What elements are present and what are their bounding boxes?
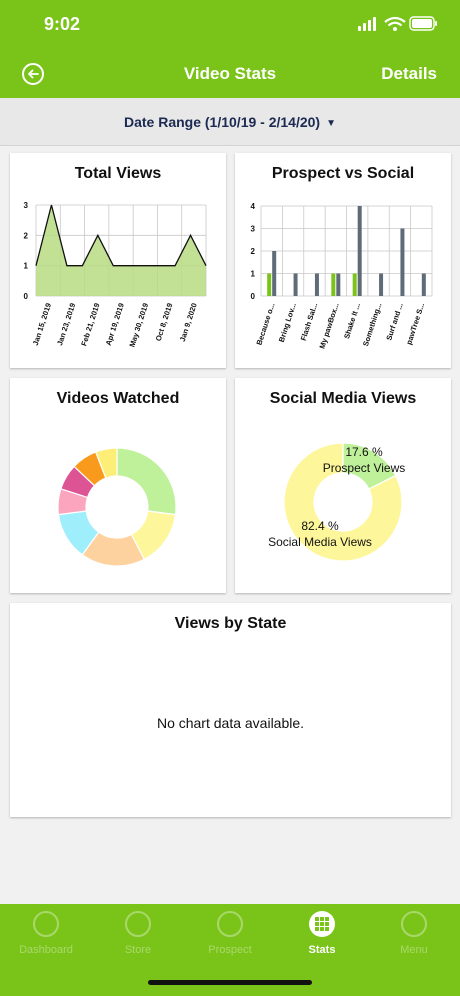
back-button[interactable] [22, 63, 44, 85]
bar [357, 206, 362, 296]
prospect-vs-social-chart: 0 1 2 3 4 Because o... Bring Lov... Flash Sal..… [251, 202, 433, 350]
tab-dashboard[interactable]: Dashboard [0, 904, 92, 996]
tab-bar: Dashboard Store Prospect Stats Menu [0, 904, 460, 996]
card-title: Prospect vs Social [271, 165, 415, 182]
total-views-chart: 0 1 2 3 Jan 15, 2019 Jan 23, 2019 Feb 21, 2019… [24, 201, 207, 348]
prospect-vs-social-card[interactable]: Prospect vs Social 0 1 2 3 4 Because o... Brin… [235, 153, 451, 368]
series-line [35, 204, 207, 267]
page-title: Video Stats [183, 64, 277, 83]
store-icon [125, 911, 151, 937]
y-tick-label: 2 [251, 247, 256, 256]
bar [331, 273, 336, 296]
card-title: Social Media Views [269, 390, 417, 407]
stats-grid-icon [309, 911, 335, 937]
bar [293, 273, 298, 296]
x-tick-label: Jan 9, 2020 [178, 302, 199, 343]
x-tick-label: Jan 23, 2019 [55, 302, 77, 347]
card-title: Videos Watched [56, 390, 180, 407]
dashboard-icon [33, 911, 59, 937]
stats-content: Total Views 0 1 2 3 Jan 15, 2019 Jan 23, 2019… [0, 146, 460, 904]
x-tick-label: Oct 8, 2019 [154, 302, 175, 342]
bar [272, 251, 277, 296]
x-tick-label: Feb 21, 2019 [79, 302, 101, 347]
status-time: 9:02 [44, 14, 81, 34]
y-tick-label: 2 [24, 231, 29, 240]
y-tick-label: 3 [24, 201, 29, 210]
x-tick-label: Because o... [255, 302, 277, 346]
bar [421, 273, 426, 296]
tab-menu[interactable]: Menu [368, 904, 460, 996]
x-tick-label: pawTree S... [404, 302, 426, 346]
bar [314, 273, 319, 296]
x-tick-label: Flash Sal... [299, 302, 320, 342]
status-icons [358, 14, 438, 34]
tab-label: Prospect [208, 944, 252, 956]
details-button[interactable]: Details [381, 64, 437, 83]
x-tick-label: Bring Lov... [277, 302, 298, 343]
app-header: 9:02 Video Stats Details [0, 0, 460, 98]
pie-slice [94, 447, 118, 479]
y-tick-label: 0 [251, 292, 256, 301]
tab-store[interactable]: Store [92, 904, 184, 996]
tab-label: Dashboard [19, 944, 73, 956]
menu-icon [401, 911, 427, 937]
caret-down-icon: ▼ [326, 118, 336, 129]
tab-stats[interactable]: Stats [276, 904, 368, 996]
x-tick-label: Jan 15, 2019 [31, 302, 53, 347]
x-tick-label: Something... [361, 302, 383, 348]
bar [336, 273, 341, 296]
bar [352, 273, 357, 296]
slice-percent-label: 17.6 % [345, 445, 383, 459]
slice-name-label: Social Media Views [268, 535, 372, 549]
tab-prospect[interactable]: Prospect [184, 904, 276, 996]
x-tick-label: My pawBox... [317, 302, 340, 350]
x-tick-label: Apr 19, 2019 [104, 302, 126, 347]
card-title: Views by State [174, 615, 287, 632]
slice-name-label: Prospect Views [323, 461, 405, 475]
slice-percent-label: 82.4 % [301, 519, 339, 533]
views-by-state-card[interactable]: Views by State No chart data available. [10, 603, 451, 817]
prospect-icon [217, 911, 243, 937]
y-tick-label: 3 [251, 225, 256, 234]
total-views-card[interactable]: Total Views 0 1 2 3 Jan 15, 2019 Jan 23, 2019… [10, 153, 226, 368]
signal-wifi-battery-icon [358, 16, 437, 31]
videos-watched-card[interactable]: Videos Watched [10, 378, 226, 593]
tab-label: Stats [308, 944, 336, 956]
y-tick-label: 1 [24, 262, 29, 271]
y-tick-label: 0 [24, 292, 29, 301]
card-title: Total Views [74, 165, 162, 182]
date-range-label: Date Range (1/10/19 - 2/14/20) [123, 114, 321, 130]
arrow-left-icon [28, 69, 39, 79]
x-tick-label: Shake It ... [342, 302, 362, 340]
videos-watched-chart [57, 447, 177, 567]
date-range-selector[interactable]: Date Range (1/10/19 - 2/14/20) ▼ [0, 98, 460, 146]
y-tick-label: 4 [251, 202, 256, 211]
social-media-views-card[interactable]: Social Media Views 17.6 % Prospect Views 8… [235, 378, 451, 593]
home-indicator [148, 980, 312, 985]
y-tick-label: 1 [251, 270, 256, 279]
x-tick-label: Surf and ... [384, 302, 405, 342]
bar [379, 273, 384, 296]
pie-slice [283, 442, 403, 562]
tab-label: Store [124, 944, 152, 956]
bar [267, 273, 272, 296]
social-media-views-chart: 17.6 % Prospect Views 82.4 % Social Media V… [268, 442, 405, 562]
area-fill [36, 205, 206, 296]
tab-label: Menu [400, 944, 428, 956]
no-data-message: No chart data available. [156, 715, 305, 731]
bar [400, 228, 405, 296]
pie-slice [116, 447, 177, 516]
x-tick-label: May 30, 2019 [127, 302, 150, 348]
